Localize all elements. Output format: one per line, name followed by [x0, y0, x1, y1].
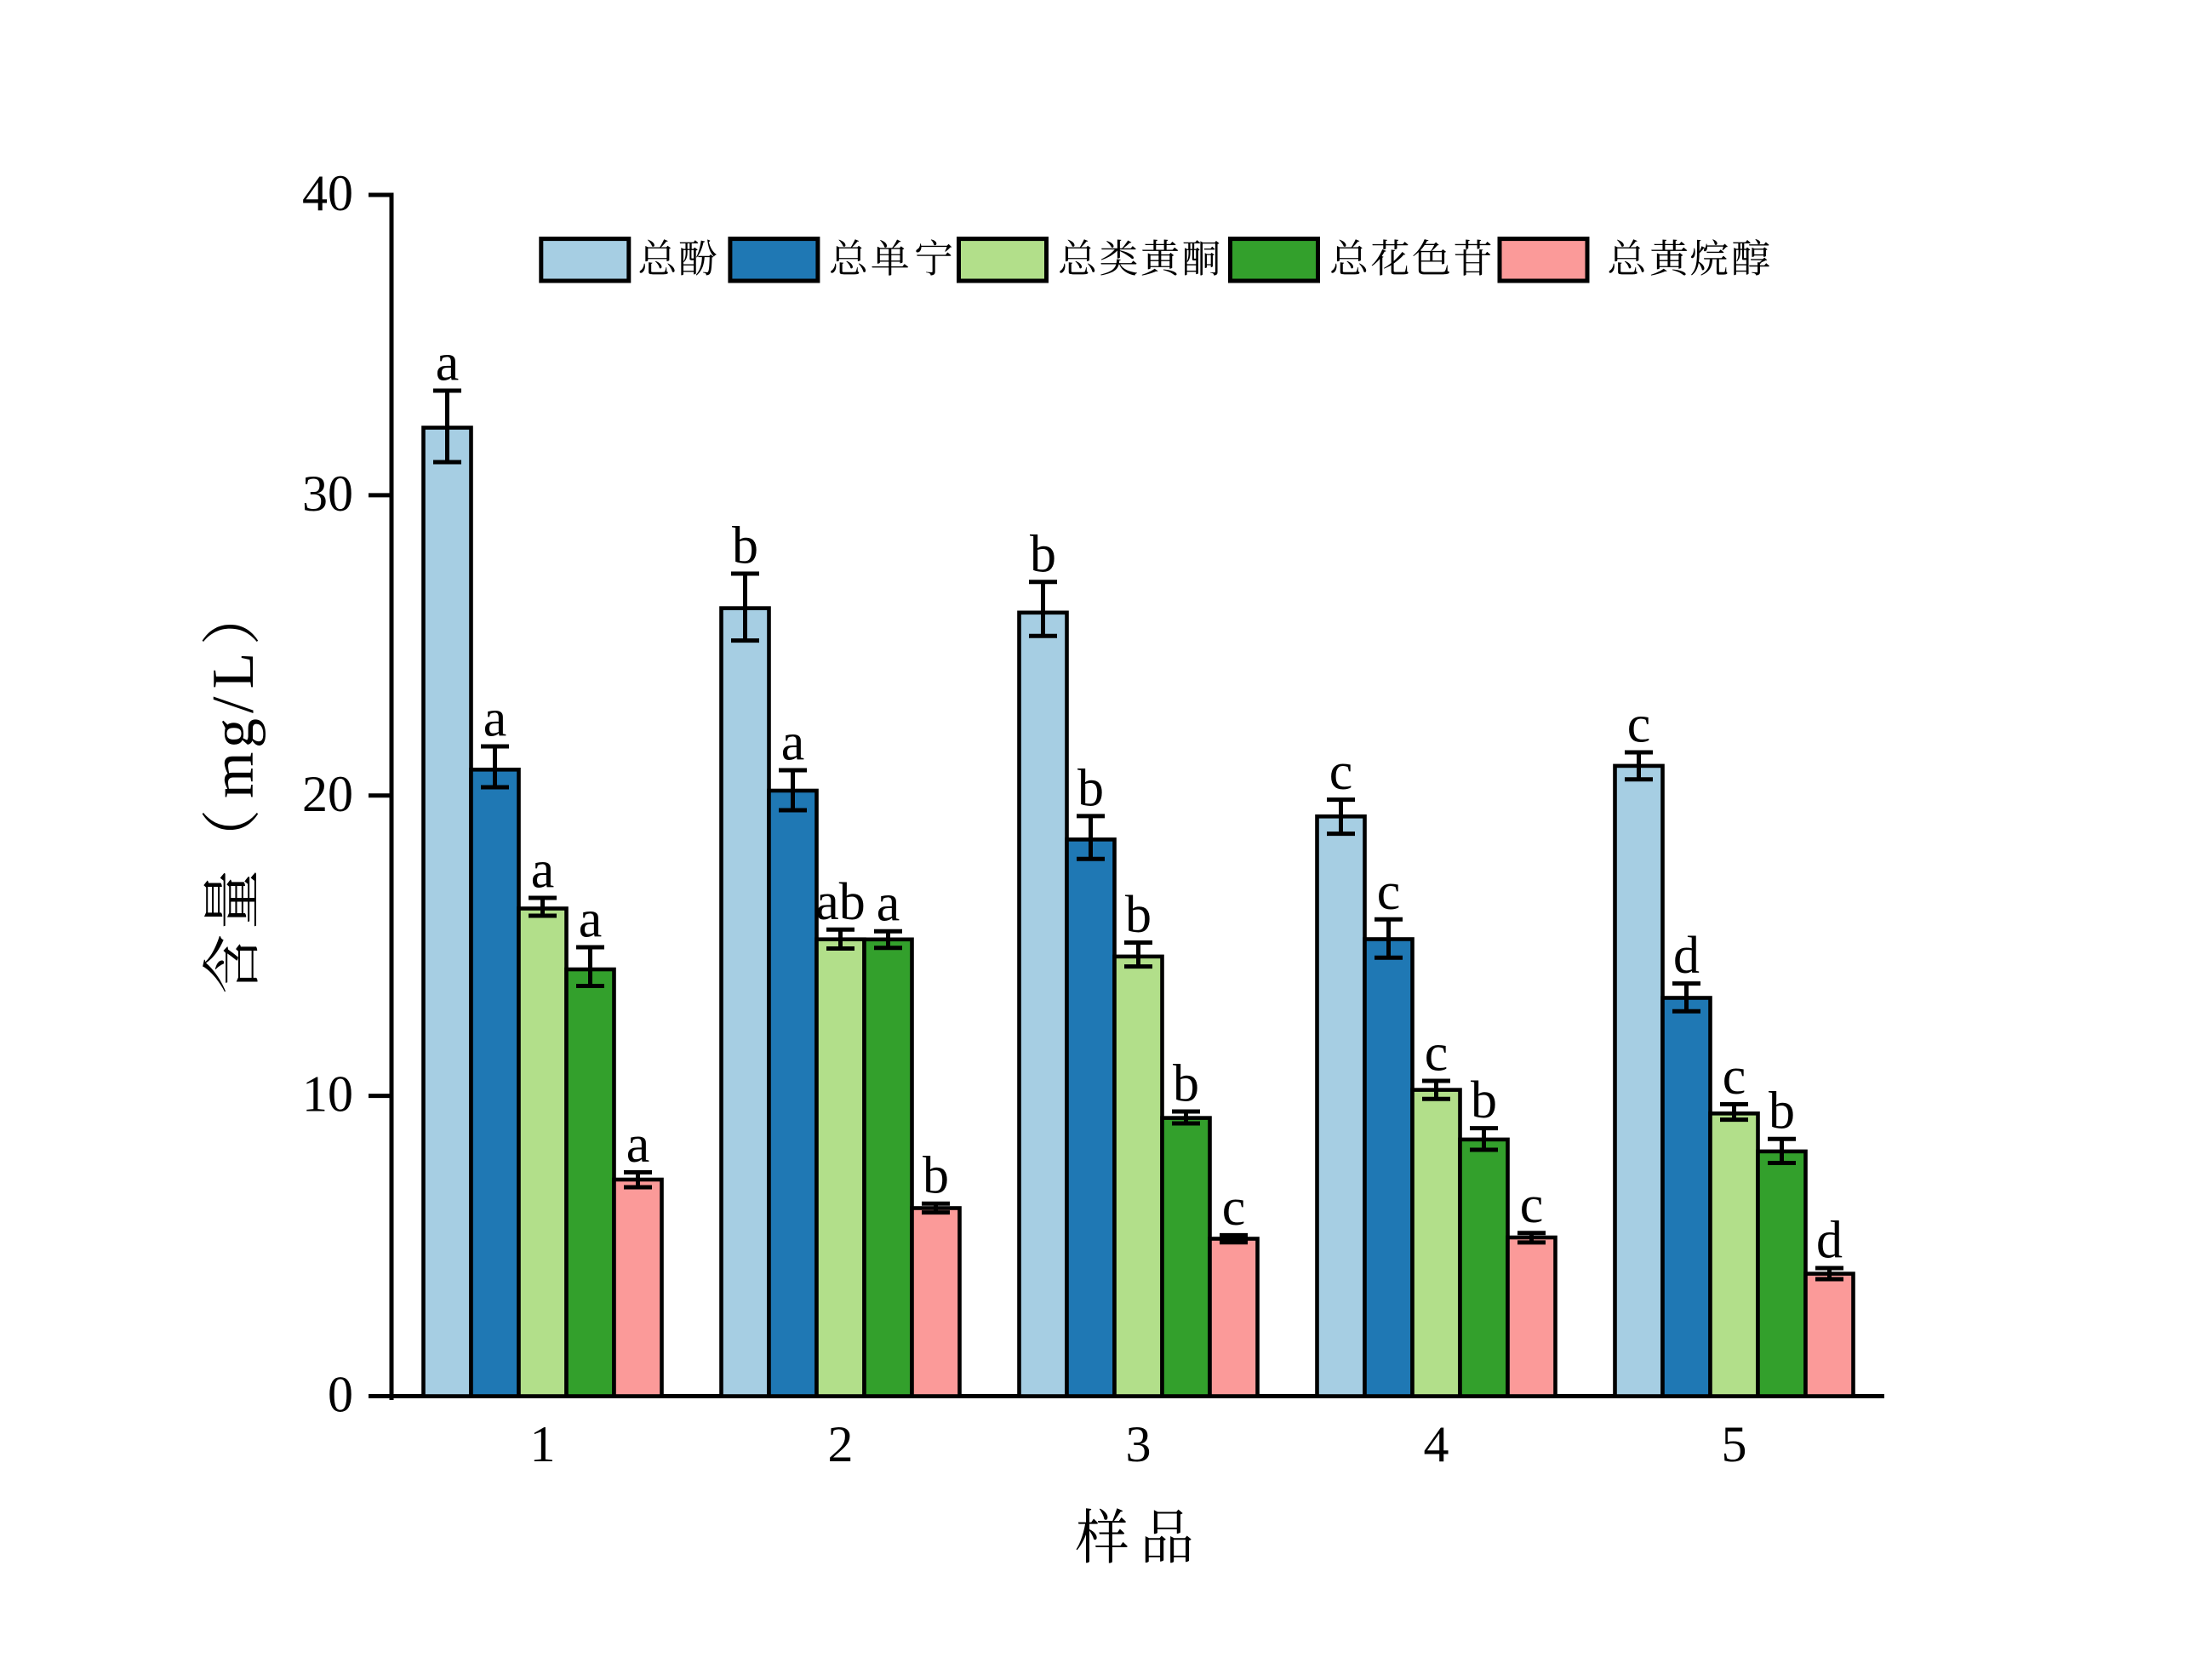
svg-text:b: b	[923, 1147, 949, 1205]
svg-text:L: L	[201, 653, 266, 689]
svg-text:4: 4	[1424, 1416, 1449, 1472]
svg-text:5: 5	[1722, 1416, 1747, 1472]
svg-text:2: 2	[828, 1416, 854, 1472]
svg-text:0: 0	[328, 1367, 353, 1423]
svg-text:d: d	[1816, 1212, 1843, 1270]
svg-text:b: b	[1077, 759, 1104, 817]
svg-text:c: c	[1520, 1176, 1544, 1234]
svg-text:b: b	[732, 517, 758, 575]
svg-text:40: 40	[302, 165, 353, 221]
svg-text:10: 10	[302, 1066, 353, 1123]
svg-text:c: c	[1627, 696, 1651, 754]
svg-text:a: a	[436, 334, 460, 392]
svg-text:a: a	[531, 842, 555, 900]
svg-text:c: c	[1723, 1048, 1746, 1106]
svg-text:a: a	[579, 891, 603, 949]
svg-text:1: 1	[530, 1416, 556, 1472]
svg-text:b: b	[1769, 1083, 1795, 1140]
svg-text:a: a	[781, 714, 805, 772]
svg-text:b: b	[1471, 1071, 1497, 1129]
svg-text:c: c	[1425, 1025, 1449, 1083]
svg-text:3: 3	[1126, 1416, 1152, 1472]
svg-text:ab: ab	[815, 873, 866, 931]
svg-text:b: b	[1125, 886, 1152, 944]
svg-text:c: c	[1377, 863, 1401, 921]
svg-text:a: a	[626, 1116, 650, 1174]
svg-text:20: 20	[302, 766, 353, 822]
svg-text:b: b	[1030, 525, 1056, 583]
svg-text:30: 30	[302, 466, 353, 522]
svg-text:a: a	[483, 690, 507, 748]
svg-text:/: /	[201, 696, 266, 713]
svg-text:c: c	[1329, 743, 1353, 801]
svg-text:d: d	[1673, 927, 1700, 985]
svg-text:g: g	[201, 718, 266, 748]
svg-text:b: b	[1173, 1055, 1199, 1113]
svg-text:c: c	[1222, 1179, 1246, 1237]
svg-text:m: m	[201, 752, 266, 798]
svg-text:a: a	[877, 875, 900, 933]
